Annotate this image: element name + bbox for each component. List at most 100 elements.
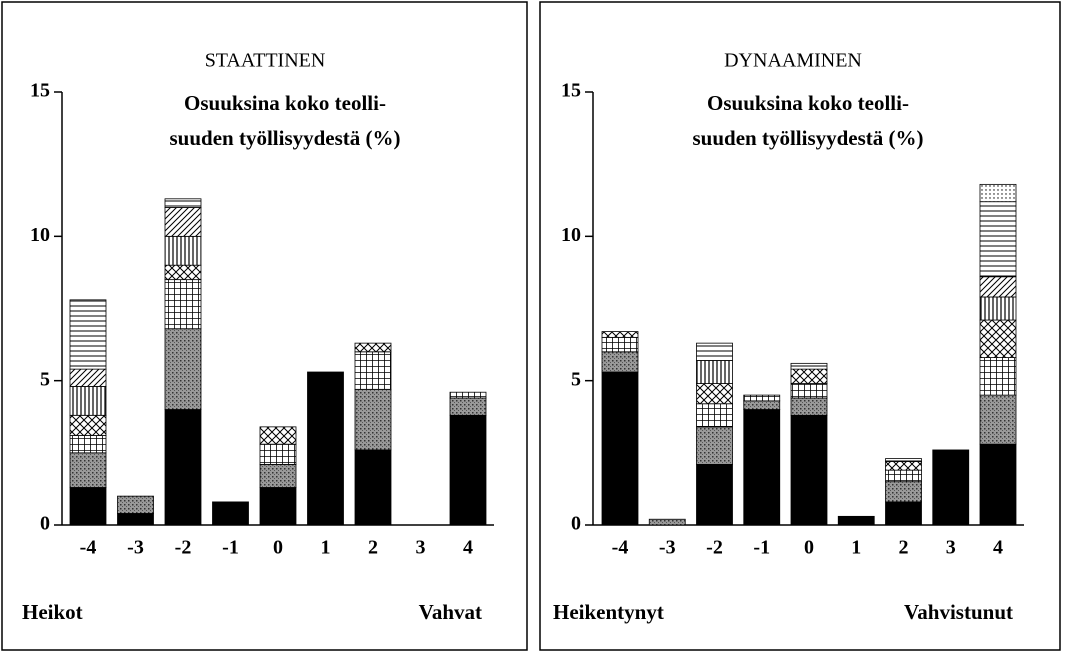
chart-title: STAATTINEN xyxy=(205,50,326,72)
x-low-label: Heikot xyxy=(22,600,83,624)
panel-frame xyxy=(539,1,1061,651)
y-tick-label: 0 xyxy=(40,513,50,535)
bar-segment xyxy=(979,201,1017,278)
bar-segment xyxy=(601,351,639,373)
x-tick-label: 1 xyxy=(851,537,861,559)
y-tick-label: 10 xyxy=(30,224,50,246)
x-tick-label: 1 xyxy=(321,537,331,559)
bar-segment xyxy=(601,371,639,526)
bar-segment xyxy=(164,235,202,266)
x-tick-label: 3 xyxy=(946,537,956,559)
y-tick-label: 10 xyxy=(561,224,581,246)
x-high-label: Vahvistunut xyxy=(904,600,1013,624)
bar-segment xyxy=(164,198,202,208)
bar-segment xyxy=(979,357,1017,396)
bar-segment xyxy=(790,383,828,399)
x-tick-label: -4 xyxy=(612,537,629,559)
bar-segment xyxy=(449,397,487,416)
y-tick-label: 5 xyxy=(571,368,581,390)
bar-segment xyxy=(979,183,1017,203)
x-low-label: Heikentynyt xyxy=(553,600,664,624)
bar-segment xyxy=(69,299,107,370)
annotation: suuden työllisyydestä (%) xyxy=(692,126,923,150)
bar-segment xyxy=(696,342,733,361)
bar-segment xyxy=(164,264,202,281)
y-tick-label: 15 xyxy=(30,80,50,102)
x-tick-label: -1 xyxy=(222,537,239,559)
y-tick-label: 5 xyxy=(40,368,50,390)
x-tick-label: 0 xyxy=(804,537,814,559)
bar-segment xyxy=(979,296,1017,321)
bar-segment xyxy=(979,394,1017,445)
bar-segment xyxy=(164,279,202,330)
x-tick-label: -1 xyxy=(753,537,770,559)
bar-segment xyxy=(449,391,487,399)
x-tick-label: -3 xyxy=(659,537,676,559)
bar-segment xyxy=(354,388,392,451)
bar-segment xyxy=(69,452,107,488)
bar-segment xyxy=(601,336,639,353)
bar-segment xyxy=(979,443,1017,526)
bar-segment xyxy=(259,426,297,445)
bar-segment xyxy=(790,414,828,526)
bar-segment xyxy=(885,469,922,483)
bar-segment xyxy=(790,368,828,384)
bar-segment xyxy=(259,443,297,465)
x-tick-label: -4 xyxy=(80,537,97,559)
bar-segment xyxy=(696,426,733,465)
bar-segment xyxy=(69,487,107,526)
bar-segment xyxy=(743,394,781,402)
bar-segment xyxy=(69,368,107,387)
bar-segment xyxy=(259,487,297,526)
bar-segment xyxy=(885,461,922,471)
x-tick-label: 2 xyxy=(899,537,909,559)
x-tick-label: -2 xyxy=(175,537,192,559)
bar-segment xyxy=(932,449,970,526)
bar-segment xyxy=(117,495,154,514)
bar-segment xyxy=(696,463,733,526)
annotation: Osuuksina koko teolli- xyxy=(184,91,386,115)
y-tick-label: 15 xyxy=(561,80,581,102)
bar-segment xyxy=(307,371,344,526)
x-tick-label: 3 xyxy=(416,537,426,559)
bar-segment xyxy=(885,481,922,503)
bar-segment xyxy=(743,409,781,526)
bar-segment xyxy=(601,331,639,338)
panel-frame xyxy=(1,1,528,651)
bar-segment xyxy=(259,463,297,488)
x-tick-label: 4 xyxy=(993,537,1003,559)
bar-segment xyxy=(117,513,154,526)
x-high-label: Vahvat xyxy=(419,600,482,624)
bar-segment xyxy=(354,342,392,353)
x-tick-label: -3 xyxy=(127,537,144,559)
bar-segment xyxy=(69,386,107,416)
bar-segment xyxy=(648,518,686,526)
bar-segment xyxy=(696,383,733,405)
bar-segment xyxy=(696,403,733,428)
bar-segment xyxy=(979,276,1017,298)
x-tick-label: 4 xyxy=(463,537,473,559)
bar-segment xyxy=(354,449,392,526)
bar-segment xyxy=(164,328,202,410)
bar-segment xyxy=(837,515,875,526)
bar-segment xyxy=(790,397,828,416)
bar-segment xyxy=(885,501,922,526)
annotation: suuden työllisyydestä (%) xyxy=(169,126,400,150)
bar-segment xyxy=(69,414,107,436)
bar-segment xyxy=(212,501,249,526)
bar-segment xyxy=(164,409,202,526)
annotation: Osuuksina koko teolli- xyxy=(707,91,909,115)
bar-segment xyxy=(979,319,1017,358)
chart-title: DYNAAMINEN xyxy=(724,50,862,72)
bar-segment xyxy=(354,351,392,390)
bar-segment xyxy=(164,207,202,237)
bar-segment xyxy=(743,400,781,410)
bar-segment xyxy=(449,414,487,526)
bar-segment xyxy=(69,435,107,454)
x-tick-label: -2 xyxy=(706,537,723,559)
bar-segment xyxy=(790,362,828,370)
bar-segment xyxy=(696,360,733,384)
bar-segment xyxy=(885,458,922,462)
x-tick-label: 0 xyxy=(273,537,283,559)
